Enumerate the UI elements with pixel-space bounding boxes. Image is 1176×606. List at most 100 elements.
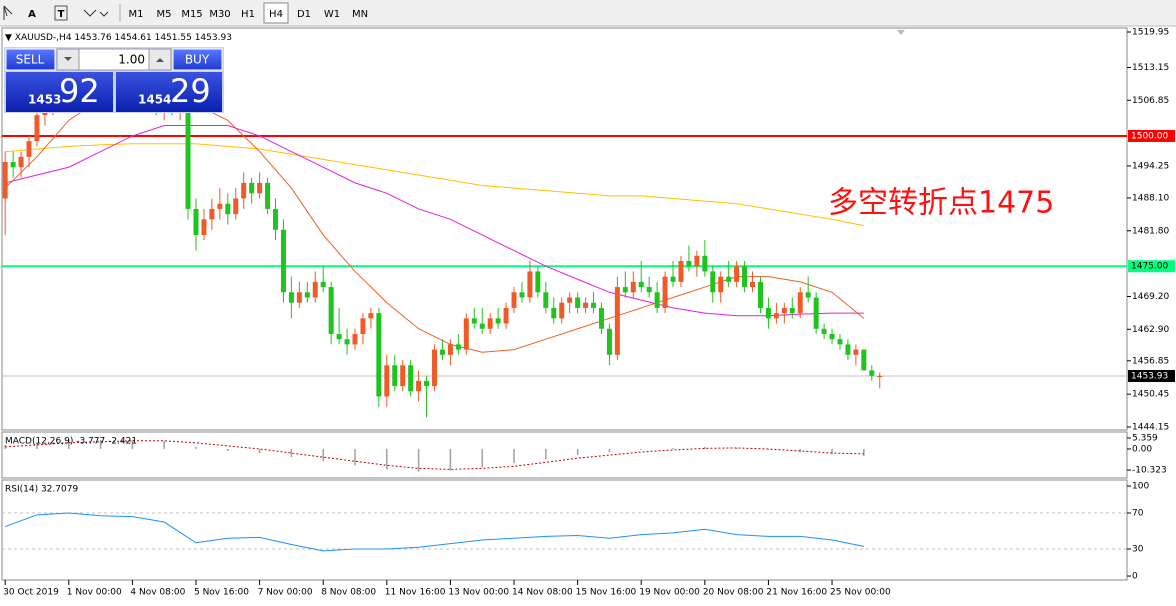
candle-body — [352, 333, 358, 345]
candle-body — [2, 162, 8, 199]
candle-body — [18, 156, 24, 168]
candle-body — [257, 182, 263, 194]
y-tick-label: 100 — [1132, 482, 1149, 492]
candle-body — [225, 203, 231, 215]
candle-body — [344, 339, 350, 345]
y-tick-label: 5.359 — [1132, 434, 1158, 444]
candle-body — [368, 313, 374, 319]
y-tick-label: 70 — [1132, 509, 1144, 519]
candle-body — [551, 307, 557, 319]
candle-body — [591, 302, 597, 308]
candle-body — [765, 307, 771, 319]
active-timeframe — [263, 2, 289, 24]
bid-head: 1453 — [28, 93, 61, 107]
candle-body — [328, 287, 334, 334]
text-tool-frame — [54, 5, 68, 21]
candle-body — [487, 318, 493, 329]
candle-body — [400, 365, 406, 387]
shift-marker — [897, 30, 905, 35]
candle-body — [432, 349, 438, 387]
x-tick-label: 1 Nov 00:00 — [67, 588, 122, 598]
candle-body — [26, 141, 32, 157]
candle-body — [638, 281, 644, 288]
candle-body — [845, 344, 851, 355]
sell-label[interactable]: SELL — [16, 53, 45, 67]
candle-body — [853, 349, 859, 355]
candle-body — [296, 292, 302, 303]
lot-value[interactable]: 1.00 — [118, 53, 145, 67]
candle-body — [447, 344, 453, 355]
candle-body — [360, 318, 366, 334]
x-tick-label: 25 Nov 00:00 — [830, 588, 891, 598]
macd-label: MACD(12,26,9) -3.777 -2.421 — [5, 437, 137, 447]
candle-body — [567, 297, 573, 303]
ask-box[interactable] — [116, 72, 222, 112]
cursor-icon[interactable] — [3, 5, 13, 20]
x-tick-label: 4 Nov 08:00 — [130, 588, 185, 598]
text-tool[interactable]: T — [58, 9, 65, 20]
x-tick-label: 5 Nov 16:00 — [194, 588, 249, 598]
bid-box[interactable] — [6, 72, 113, 112]
candle-body — [336, 333, 342, 340]
candle-body — [654, 292, 660, 308]
candle-body — [408, 365, 414, 392]
candle-body — [511, 292, 517, 308]
toolbar-group: A T M1 M5 M15 M30 H1 H4 D1 W1 MN — [3, 2, 368, 24]
x-tick-label: 8 Nov 08:00 — [321, 588, 376, 598]
timeframe-button[interactable]: H1 — [241, 9, 255, 20]
timeframe-button[interactable]: D1 — [297, 9, 311, 20]
candle-body — [630, 281, 636, 293]
lot-up-arrow — [156, 58, 164, 62]
candle-body — [535, 271, 541, 293]
candle-body — [10, 162, 16, 168]
y-tick-label: 1488.10 — [1132, 193, 1169, 203]
candle-body — [829, 333, 835, 340]
timeframe-button[interactable]: M15 — [181, 9, 202, 20]
timeframe-button[interactable]: M30 — [209, 9, 230, 20]
candle-body — [495, 318, 501, 324]
candle-body — [718, 276, 724, 293]
candle-body — [813, 297, 819, 329]
objects-icon[interactable] — [83, 9, 109, 17]
timeframe-button[interactable]: H4 — [269, 9, 283, 20]
level-label-bg — [1128, 129, 1175, 142]
timeframe-button[interactable]: W1 — [324, 9, 340, 20]
candle-body — [217, 203, 223, 209]
candle-body — [694, 255, 700, 267]
y-tick-label: 1494.25 — [1132, 161, 1169, 171]
buy-label[interactable]: BUY — [185, 53, 210, 67]
timeframe-button[interactable]: M1 — [129, 9, 144, 20]
x-tick-label: 14 Nov 08:00 — [512, 588, 573, 598]
candle-body — [312, 281, 318, 298]
candle-body — [773, 313, 779, 319]
candle-body — [543, 292, 549, 308]
x-tick-label: 11 Nov 16:00 — [385, 588, 446, 598]
sell-button[interactable] — [5, 48, 56, 71]
candle-body — [233, 198, 239, 215]
bid-tail: 92 — [59, 72, 100, 110]
macd-panel — [1, 431, 1128, 479]
text-tool[interactable]: A — [28, 9, 36, 20]
candle-body — [821, 328, 827, 334]
y-tick-label: 1481.80 — [1132, 226, 1169, 236]
timeframe-button[interactable]: MN — [352, 9, 368, 20]
y-tick-label: 1444.15 — [1132, 422, 1169, 432]
candle-body — [193, 208, 199, 235]
buy-button[interactable] — [172, 48, 223, 71]
x-tick-label: 7 Nov 00:00 — [258, 588, 313, 598]
y-tick-label: -10.323 — [1132, 466, 1167, 476]
candle-body — [503, 307, 509, 324]
candle-body — [869, 370, 875, 376]
symbol: XAUUSD-,H4 — [15, 33, 72, 43]
x-tick-label: 20 Nov 08:00 — [703, 588, 764, 598]
timeframe-button[interactable]: M5 — [157, 9, 172, 20]
candle-body — [646, 287, 652, 293]
candle-body — [622, 287, 628, 293]
y-tick-label: 1456.85 — [1132, 356, 1169, 366]
axes: 1519.95 1513.15 1506.85 1494.25 1488.10 1481.… — [3, 28, 1175, 598]
candle-body — [455, 344, 461, 350]
candle-body — [185, 104, 191, 209]
candle-body — [598, 307, 604, 329]
candle-body — [837, 339, 843, 345]
